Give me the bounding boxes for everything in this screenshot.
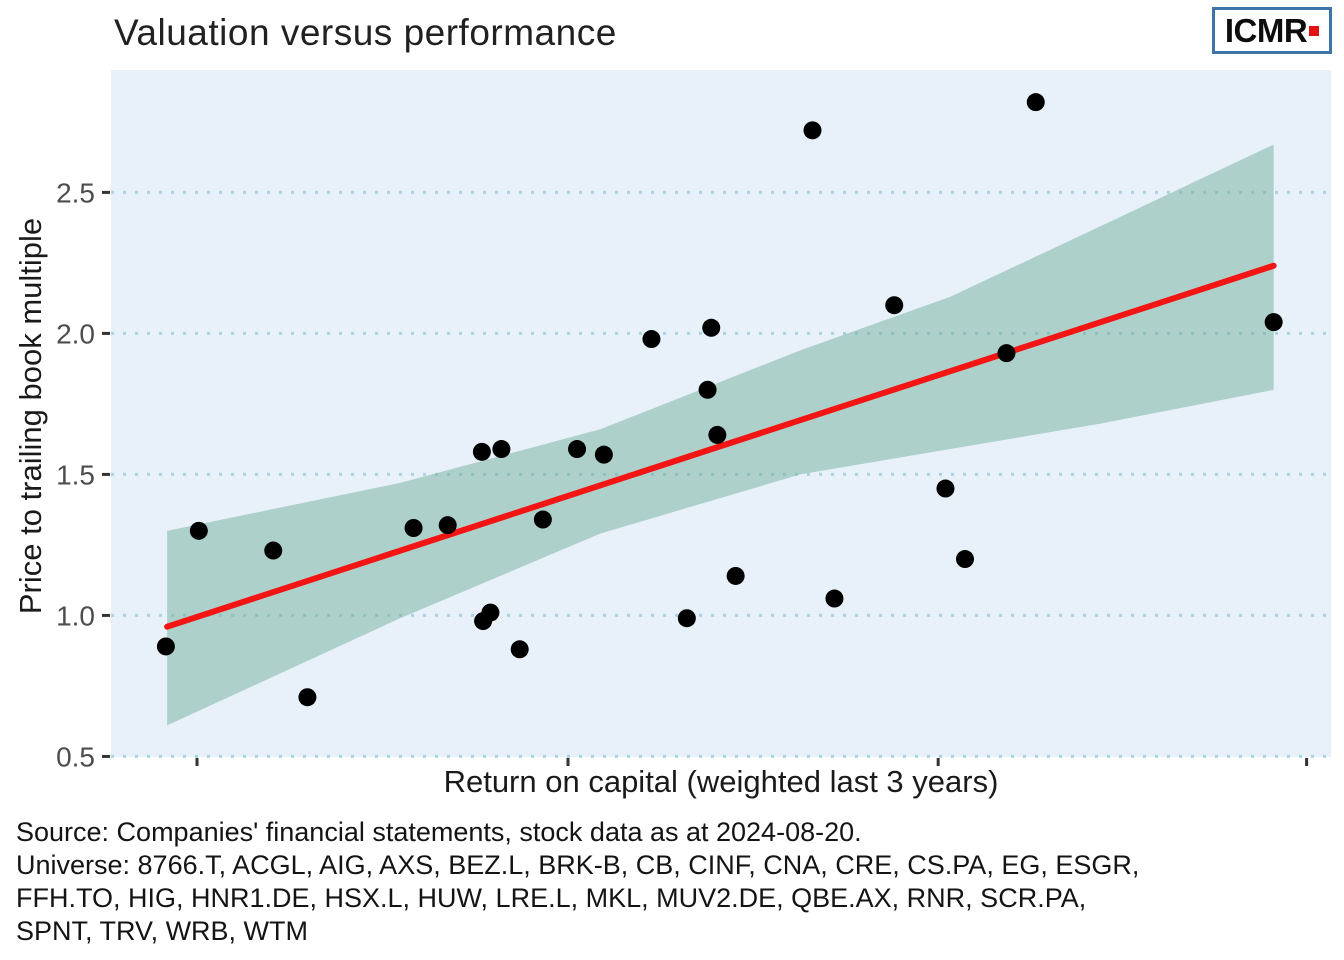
y-tick-label: 1.0 bbox=[56, 600, 95, 631]
universe-note-line2: FFH.TO, HIG, HNR1.DE, HSX.L, HUW, LRE.L,… bbox=[16, 883, 1087, 914]
data-point bbox=[404, 519, 423, 537]
x-axis-label: Return on capital (weighted last 3 years… bbox=[443, 764, 999, 799]
data-point bbox=[997, 344, 1016, 363]
universe-note-line3: SPNT, TRV, WRB, WTM bbox=[16, 916, 309, 947]
data-point bbox=[803, 121, 822, 140]
data-point bbox=[936, 479, 955, 498]
icmr-logo-red-dot-icon bbox=[1309, 25, 1320, 36]
data-point bbox=[698, 380, 717, 399]
data-point bbox=[438, 516, 457, 535]
scatter-plot: 0.5 1.0 1.5 2.0 2.5 bbox=[56, 70, 1331, 772]
trend-line bbox=[164, 262, 1277, 630]
data-point bbox=[533, 510, 552, 529]
y-tick-label: 1.5 bbox=[56, 459, 95, 490]
data-point bbox=[510, 640, 529, 659]
y-axis-label: Price to trailing book multiple bbox=[13, 217, 48, 615]
universe-note-line1: Universe: 8766.T, ACGL, AIG, AXS, BEZ.L,… bbox=[16, 850, 1140, 881]
data-point bbox=[642, 330, 661, 349]
data-point bbox=[708, 425, 727, 444]
data-point bbox=[885, 296, 904, 315]
icmr-logo: ICMR bbox=[1212, 7, 1332, 54]
source-note: Source: Companies' financial statements,… bbox=[16, 817, 862, 847]
data-point bbox=[189, 521, 208, 540]
footer-notes: Source: Companies' financial statements,… bbox=[16, 816, 1276, 948]
data-point bbox=[594, 445, 613, 464]
chart-title: Valuation versus performance bbox=[114, 12, 617, 53]
icmr-logo-text: ICMR bbox=[1224, 12, 1308, 49]
y-tick-label: 2.5 bbox=[56, 177, 95, 208]
y-tick-label: 0.5 bbox=[56, 741, 95, 772]
data-point bbox=[677, 609, 696, 628]
data-point bbox=[492, 440, 511, 459]
data-point bbox=[568, 440, 587, 459]
data-point bbox=[1264, 313, 1283, 332]
data-point bbox=[264, 541, 283, 560]
data-point bbox=[1026, 93, 1045, 112]
y-tick-label: 2.0 bbox=[56, 318, 95, 349]
data-point bbox=[472, 442, 491, 461]
data-point bbox=[726, 566, 745, 585]
data-point bbox=[956, 550, 974, 569]
data-point bbox=[156, 637, 175, 656]
data-point bbox=[825, 589, 844, 608]
data-point bbox=[298, 688, 317, 707]
data-point bbox=[481, 603, 500, 622]
data-point bbox=[702, 318, 721, 337]
